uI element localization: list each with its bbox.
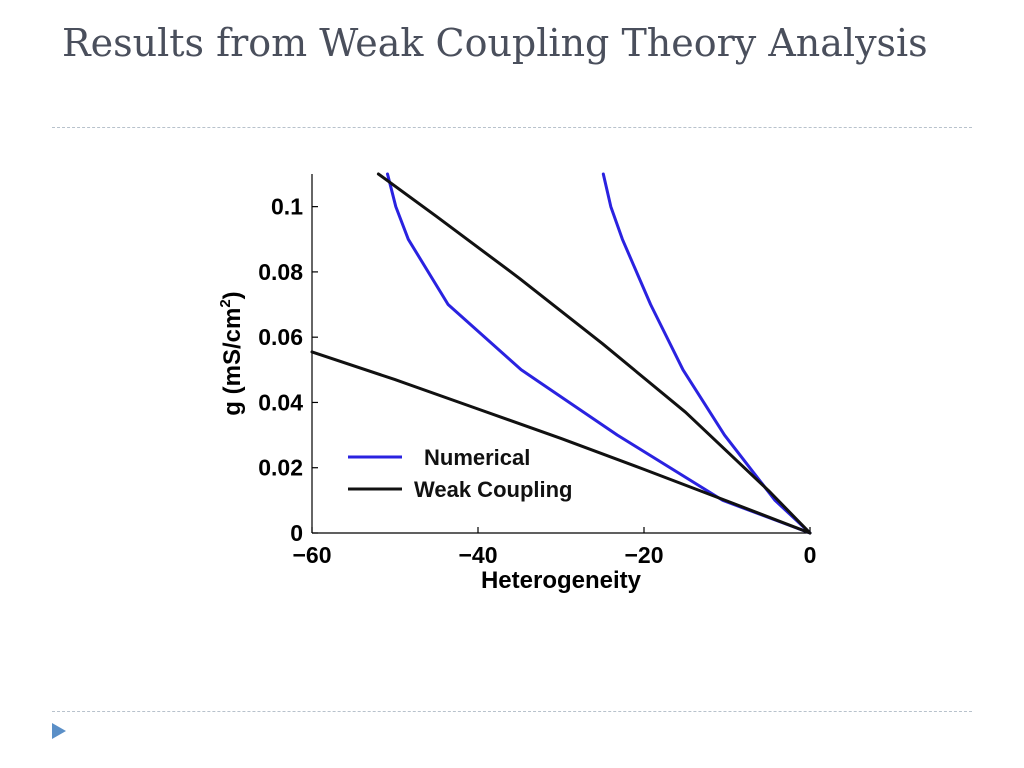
y-axis-label: g (mS/cm2) bbox=[217, 291, 246, 415]
chart: −60 −40 −20 0 0 0.02 0.04 0.06 0.08 0.1 Heterogene… bbox=[217, 172, 816, 594]
axes: −60 −40 −20 0 0 0.02 0.04 0.06 0.08 0.1 Heterogene… bbox=[217, 174, 816, 594]
legend: Numerical Weak Coupling bbox=[348, 445, 573, 502]
plot-series bbox=[310, 172, 812, 535]
series-line-3 bbox=[376, 172, 812, 535]
y-tick-label: 0.06 bbox=[258, 324, 303, 350]
x-tick-label: −20 bbox=[624, 542, 663, 568]
x-tick-label: −60 bbox=[292, 542, 331, 568]
series-line-4 bbox=[310, 350, 812, 535]
y-axis-label-end: ) bbox=[219, 291, 246, 299]
y-tick-label: 0.02 bbox=[258, 455, 303, 481]
x-tick-label: −40 bbox=[458, 542, 497, 568]
x-axis-label: Heterogeneity bbox=[481, 567, 642, 594]
series-line-2 bbox=[601, 172, 812, 535]
y-axis-label-main: g (mS/cm bbox=[219, 308, 246, 416]
legend-label: Numerical bbox=[424, 445, 530, 470]
series-line-1 bbox=[386, 172, 812, 535]
title-divider bbox=[52, 127, 972, 128]
x-tick-label: 0 bbox=[804, 542, 817, 568]
footer-divider bbox=[52, 711, 972, 712]
y-tick-label: 0.08 bbox=[258, 259, 303, 285]
legend-label: Weak Coupling bbox=[414, 477, 573, 502]
y-axis-label-superscript: 2 bbox=[217, 299, 234, 307]
y-tick-label: 0.04 bbox=[258, 389, 303, 415]
y-tick-label: 0 bbox=[290, 520, 303, 546]
slide-title: Results from Weak Coupling Theory Analys… bbox=[62, 21, 928, 65]
triangle-right-icon[interactable] bbox=[50, 722, 68, 740]
y-tick-label: 0.1 bbox=[271, 194, 303, 220]
